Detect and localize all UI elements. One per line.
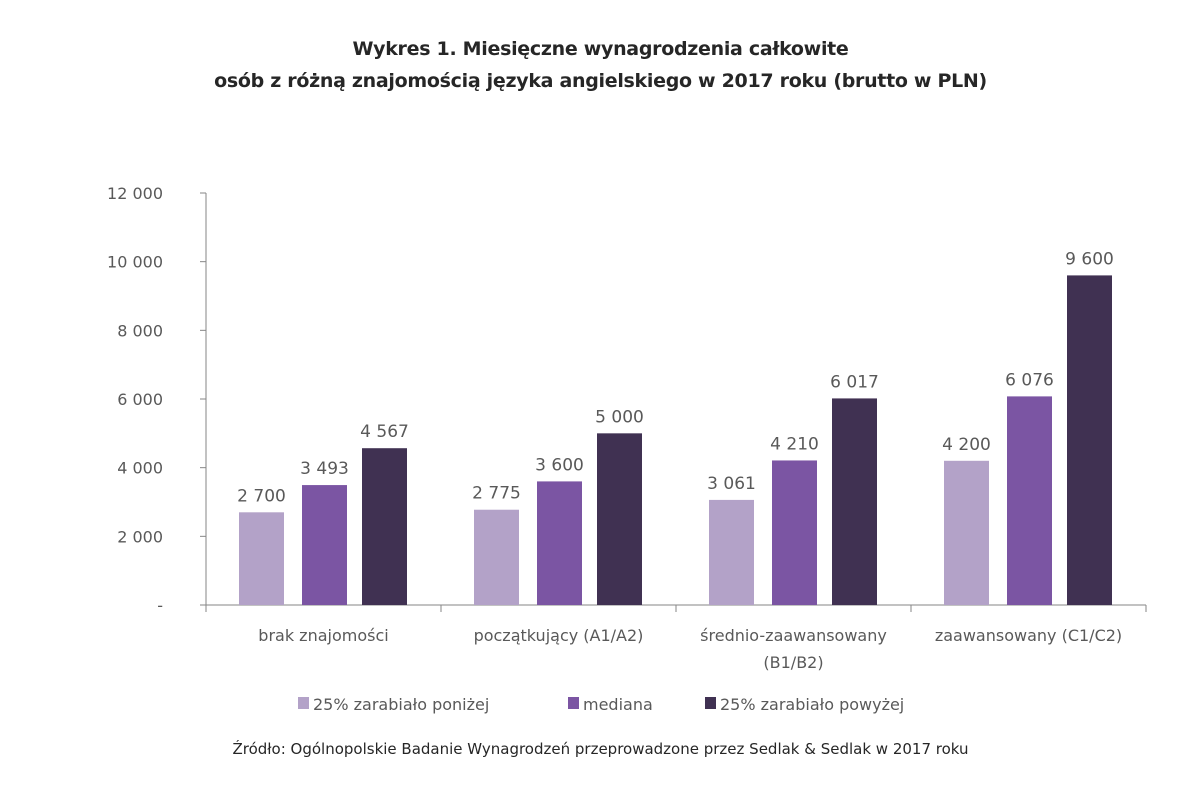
y-tick-label: 2 000 (117, 527, 163, 546)
bar (537, 481, 582, 605)
bar (944, 460, 989, 605)
y-tick-label: 10 000 (107, 253, 163, 272)
x-tick-label: początkujący (A1/A2) (474, 626, 644, 645)
chart-title-line-1: Wykres 1. Miesięczne wynagrodzenia całko… (352, 38, 849, 60)
bar (1007, 396, 1052, 605)
y-tick-label: 8 000 (117, 321, 163, 340)
legend-label: 25% zarabiało powyżej (720, 695, 904, 714)
legend-swatch (705, 697, 716, 709)
y-tick-label: 12 000 (107, 184, 163, 203)
data-label: 3 061 (707, 474, 756, 494)
x-tick-label: (B1/B2) (763, 653, 823, 672)
data-label: 3 493 (300, 459, 349, 479)
y-tick-label: 4 000 (117, 459, 163, 478)
data-label: 2 775 (472, 484, 521, 504)
bar (709, 499, 754, 605)
data-label: 4 210 (770, 434, 819, 454)
legend-swatch (568, 697, 579, 709)
bar (1067, 275, 1112, 605)
y-tick-label: - (157, 596, 163, 615)
data-label: 4 200 (942, 435, 991, 455)
data-label: 2 700 (237, 486, 286, 506)
legend-swatch (298, 697, 309, 709)
data-label: 9 600 (1065, 249, 1114, 269)
data-label: 6 076 (1005, 370, 1054, 390)
legend-label: mediana (583, 695, 653, 714)
bar (362, 448, 407, 605)
x-tick-label: zaawansowany (C1/C2) (935, 626, 1122, 645)
data-label: 6 017 (830, 372, 879, 392)
data-label: 4 567 (360, 422, 409, 442)
bar (239, 512, 284, 605)
bar (772, 460, 817, 605)
y-tick-label: 6 000 (117, 390, 163, 409)
bar (302, 485, 347, 605)
x-tick-label: brak znajomości (258, 626, 388, 645)
chart-title-line-2: osób z różną znajomością języka angielsk… (214, 70, 987, 92)
legend-label: 25% zarabiało poniżej (313, 695, 489, 714)
data-label: 3 600 (535, 455, 584, 475)
data-label: 5 000 (595, 407, 644, 427)
bar (597, 433, 642, 605)
x-tick-label: średnio-zaawansowany (700, 626, 887, 645)
bar (832, 398, 877, 605)
bar (474, 509, 519, 605)
source-note: Źródło: Ogólnopolskie Badanie Wynagrodze… (232, 740, 969, 758)
